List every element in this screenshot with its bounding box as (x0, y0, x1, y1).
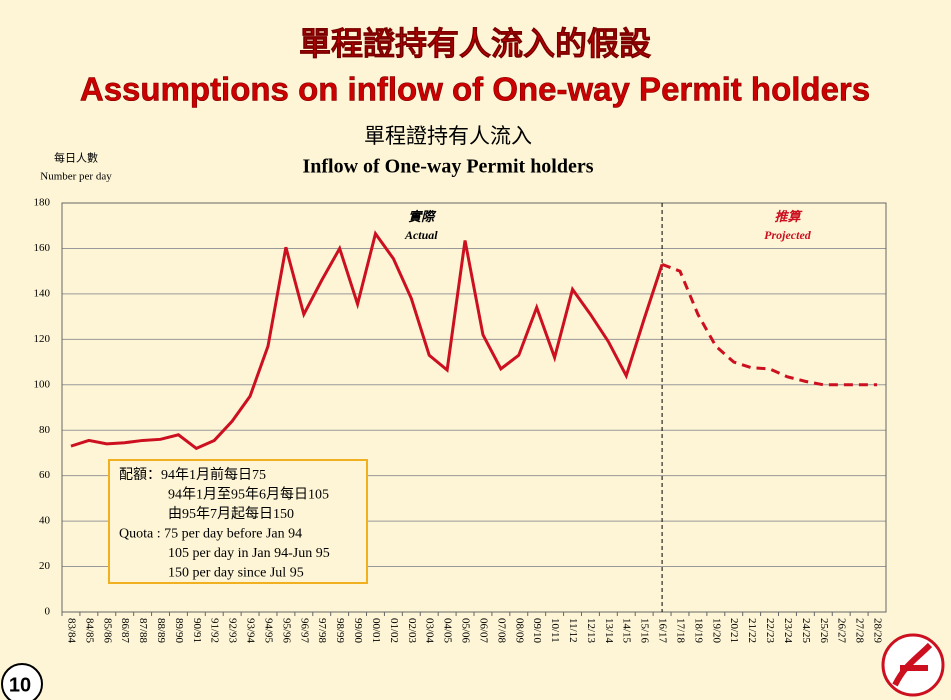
x-tick-label: 14/15 (621, 618, 633, 644)
x-tick-label: 27/28 (854, 618, 866, 644)
x-tick-label: 13/14 (603, 618, 615, 644)
x-tick-label: 86/87 (119, 618, 131, 644)
x-tick-label: 18/19 (692, 618, 704, 644)
chart-title: 單程證持有人流入 (364, 124, 532, 148)
x-tick-label: 11/12 (567, 618, 579, 643)
x-tick-label: 84/85 (83, 618, 95, 644)
x-tick-label: 19/20 (710, 618, 722, 644)
x-tick-label: 09/10 (531, 618, 543, 644)
slide-title: 單程證持有人流入的假設 (299, 25, 651, 61)
x-tick-label: 99/00 (352, 618, 364, 644)
y-label: Number per day (40, 171, 112, 183)
series-label-zh: 推算 (774, 209, 803, 224)
note-line: 105 per day in Jan 94-Jun 95 (168, 546, 330, 561)
x-tick-label: 95/96 (280, 618, 292, 644)
series-label: Projected (764, 228, 812, 242)
series-line (70, 230, 664, 451)
x-tick-label: 02/03 (406, 618, 418, 644)
y-label: 每日人數 (54, 151, 98, 165)
x-tick-label: 26/27 (836, 618, 848, 644)
y-tick-label: 80 (39, 424, 51, 436)
y-tick-label: 100 (34, 378, 51, 390)
x-tick-label: 24/25 (800, 618, 812, 644)
page-number: 10 (9, 674, 31, 696)
y-tick-label: 140 (34, 287, 51, 299)
x-tick-label: 12/13 (585, 618, 597, 644)
x-tick-label: 21/22 (746, 618, 758, 643)
x-tick-label: 15/16 (639, 618, 651, 644)
series-label-zh: 實際 (408, 209, 437, 224)
y-tick-label: 20 (39, 560, 51, 572)
x-tick-label: 08/09 (513, 618, 525, 644)
x-tick-label: 87/88 (137, 618, 149, 644)
x-tick-label: 05/06 (460, 618, 472, 644)
x-tick-label: 06/07 (477, 618, 489, 644)
x-tick-label: 10/11 (549, 618, 561, 643)
slide-subtitle: Assumptions on inflow of One-way Permit … (80, 71, 870, 108)
y-tick-label: 120 (34, 333, 51, 345)
x-tick-label: 90/91 (191, 618, 203, 643)
x-tick-label: 17/18 (674, 618, 686, 644)
x-tick-label: 98/99 (334, 618, 346, 644)
note-line: 94年1月至95年6月每日105 (168, 487, 329, 503)
x-tick-label: 83/84 (65, 618, 77, 644)
chart-subtitle: Inflow of One-way Permit holders (302, 156, 593, 178)
x-tick-label: 89/90 (173, 618, 185, 644)
x-tick-label: 97/98 (316, 618, 328, 644)
note-line: Quota : 75 per day before Jan 94 (119, 527, 302, 542)
y-tick-label: 40 (39, 515, 51, 527)
x-tick-label: 20/21 (728, 618, 740, 643)
y-tick-label: 0 (45, 606, 51, 618)
page-badge (1, 663, 43, 700)
x-tick-label: 91/92 (209, 618, 221, 643)
y-tick-label: 60 (39, 469, 51, 481)
x-tick-label: 16/17 (657, 618, 669, 644)
x-tick-label: 07/08 (495, 618, 507, 644)
x-tick-label: 92/93 (227, 618, 239, 644)
x-tick-label: 93/94 (245, 618, 257, 644)
x-tick-label: 03/04 (424, 618, 436, 644)
y-tick-label: 160 (34, 242, 51, 254)
x-tick-label: 88/89 (155, 618, 167, 644)
series-label: Actual (404, 228, 438, 242)
x-tick-label: 28/29 (872, 618, 884, 644)
logo-mark (892, 642, 933, 687)
x-tick-label: 01/02 (388, 618, 400, 643)
x-tick-label: 04/05 (442, 618, 454, 644)
note-line: 150 per day since Jul 95 (168, 566, 304, 581)
note-line: 配額：94年1月前每日75 (119, 466, 266, 483)
x-tick-label: 96/97 (298, 618, 310, 644)
x-tick-label: 85/86 (101, 618, 113, 644)
note-line: 由95年7月起每日150 (168, 506, 294, 522)
x-tick-label: 94/95 (262, 618, 274, 644)
x-tick-label: 25/26 (818, 618, 830, 644)
x-tick-label: 00/01 (370, 618, 382, 643)
series-line (661, 262, 878, 387)
x-tick-label: 23/24 (782, 618, 794, 644)
y-tick-label: 180 (34, 197, 51, 209)
x-tick-label: 22/23 (764, 618, 776, 644)
note-box (108, 459, 368, 584)
